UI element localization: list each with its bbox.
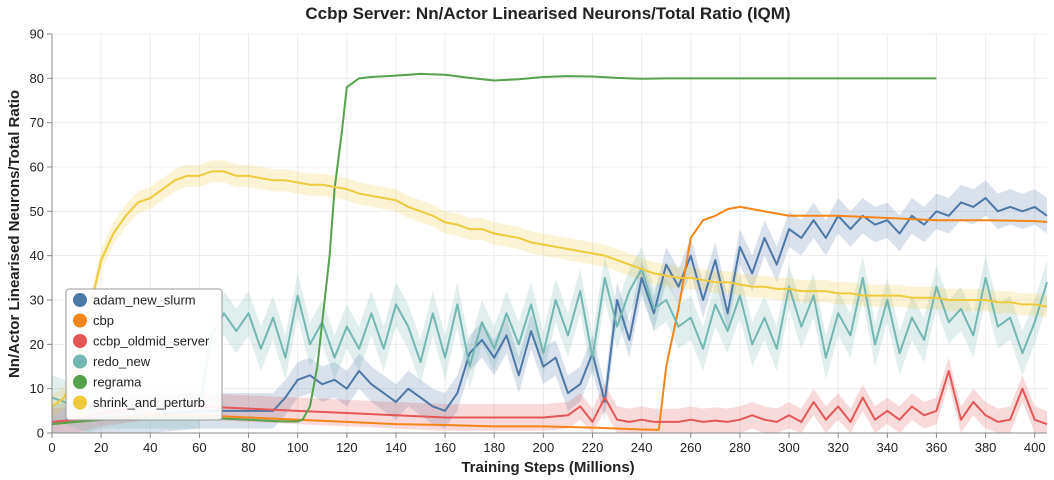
y-axis-label: Nn/Actor Linearised Neurons/Total Ratio bbox=[6, 90, 23, 378]
x-tick-label: 400 bbox=[1024, 440, 1046, 455]
x-tick-label: 140 bbox=[385, 440, 407, 455]
y-tick-label: 70 bbox=[30, 115, 44, 130]
legend-swatch-ccbp_oldmid_server bbox=[73, 334, 87, 348]
x-tick-label: 0 bbox=[48, 440, 55, 455]
axes bbox=[47, 33, 1047, 438]
legend-label-cbp: cbp bbox=[93, 313, 114, 328]
x-tick-label: 80 bbox=[241, 440, 255, 455]
x-tick-label: 60 bbox=[192, 440, 206, 455]
legend-swatch-regrama bbox=[73, 375, 87, 389]
x-tick-label: 20 bbox=[94, 440, 108, 455]
line-ccbp_oldmid_server bbox=[51, 369, 1048, 426]
x-tick-label: 340 bbox=[876, 440, 898, 455]
x-tick-label: 240 bbox=[631, 440, 653, 455]
legend-swatch-redo_new bbox=[73, 354, 87, 369]
legend-label-regrama: regrama bbox=[93, 375, 142, 390]
tick-labels: 0 20 40 60 80 100 120 140 160 180 200 220 240 260 280 3… bbox=[30, 27, 1046, 456]
band-shrink_and_perturb bbox=[52, 160, 1047, 418]
x-axis-label: Training Steps (Millions) bbox=[461, 459, 634, 476]
x-tick-label: 320 bbox=[827, 440, 849, 455]
x-tick-label: 300 bbox=[778, 440, 800, 455]
x-tick-label: 100 bbox=[287, 440, 309, 455]
legend-label-ccbp_oldmid_server: ccbp_oldmid_server bbox=[93, 334, 210, 349]
confidence-bands bbox=[52, 160, 1047, 433]
legend-swatch-cbp bbox=[73, 313, 87, 328]
band-redo_new bbox=[52, 246, 1047, 433]
line-regrama bbox=[51, 72, 937, 426]
x-tick-label: 180 bbox=[483, 440, 505, 455]
legend-label-redo_new: redo_new bbox=[93, 354, 151, 369]
x-tick-label: 40 bbox=[143, 440, 157, 455]
y-tick-label: 80 bbox=[30, 71, 44, 86]
legend-box bbox=[65, 288, 223, 421]
band-ccbp_oldmid_server bbox=[52, 357, 1047, 433]
y-tick-label: 30 bbox=[30, 293, 44, 308]
chart-title: Ccbp Server: Nn/Actor Linearised Neurons… bbox=[305, 4, 790, 23]
x-tick-label: 220 bbox=[582, 440, 604, 455]
legend-swatch-shrink_and_perturb bbox=[73, 395, 87, 410]
line-adam_new_slurm bbox=[51, 197, 1048, 423]
x-tick-label: 120 bbox=[336, 440, 358, 455]
x-tick-label: 380 bbox=[975, 440, 997, 455]
y-tick-label: 90 bbox=[30, 27, 44, 42]
series-lines bbox=[51, 72, 1048, 431]
legend-swatch-adam_new_slurm bbox=[73, 293, 87, 307]
y-tick-label: 50 bbox=[30, 204, 44, 219]
y-tick-label: 20 bbox=[30, 337, 44, 352]
legend-label-shrink_and_perturb: shrink_and_perturb bbox=[93, 395, 205, 410]
x-tick-label: 200 bbox=[533, 440, 555, 455]
x-tick-label: 160 bbox=[434, 440, 456, 455]
x-tick-label: 360 bbox=[926, 440, 948, 455]
y-tick-label: 60 bbox=[30, 160, 44, 175]
line-shrink_and_perturb bbox=[51, 170, 1048, 408]
x-tick-label: 280 bbox=[729, 440, 751, 455]
band-adam_new_slurm bbox=[52, 180, 1047, 433]
legend-label-adam_new_slurm: adam_new_slurm bbox=[93, 293, 196, 308]
x-tick-label: 260 bbox=[680, 440, 702, 455]
y-tick-label: 0 bbox=[37, 426, 44, 441]
line-cbp bbox=[51, 205, 1048, 431]
y-tick-label: 10 bbox=[30, 381, 44, 396]
y-tick-label: 40 bbox=[30, 248, 44, 263]
